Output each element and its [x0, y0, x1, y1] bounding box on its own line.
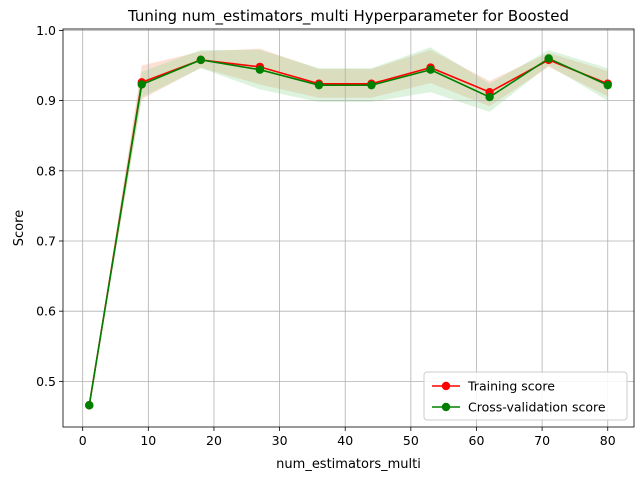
data-point-cross-validation: [196, 55, 206, 65]
grid-lines: [63, 29, 634, 427]
legend-label-cross-validation: Cross-validation score: [468, 400, 606, 415]
series-line-cross-validation: [88, 57, 609, 406]
x-tick-label: 60: [469, 433, 485, 448]
series-points: [85, 54, 612, 410]
data-point-cross-validation: [367, 80, 376, 90]
y-axis-label: Score: [12, 210, 27, 246]
y-tick-label: 0.6: [36, 304, 56, 319]
y-tick-label: 0.7: [36, 233, 56, 248]
data-point-cross-validation: [85, 401, 94, 410]
x-tick-label: 0: [79, 433, 87, 448]
y-tick-label: 0.5: [36, 374, 56, 389]
legend-marker-cross-validation: [441, 402, 451, 412]
data-point-cross-validation: [485, 92, 494, 102]
x-axis-label: num_estimators_multi: [276, 457, 421, 472]
data-point-cross-validation: [426, 65, 435, 74]
legend-box: [423, 371, 628, 421]
legend-label-training: Training score: [467, 379, 555, 394]
x-tick-label: 40: [337, 433, 353, 448]
x-tick-label: 80: [600, 433, 616, 448]
data-point-cross-validation: [544, 54, 553, 63]
x-tick-label: 50: [403, 433, 419, 448]
data-point-cross-validation: [137, 80, 146, 89]
series-line-training: [88, 59, 609, 406]
y-tick-label: 0.9: [36, 93, 56, 108]
series-lines: [88, 57, 609, 406]
confidence-band-training: [89, 48, 608, 406]
data-point-cross-validation: [255, 65, 265, 74]
y-tick-label: 0.8: [36, 163, 56, 178]
legend-marker-training: [441, 381, 451, 391]
x-tick-label: 30: [272, 433, 288, 448]
plot-frame: [62, 28, 635, 428]
legend: Training score Cross-validation score: [423, 371, 628, 421]
x-tick-label: 20: [206, 433, 222, 448]
data-point-cross-validation: [603, 80, 612, 90]
x-tick-label: 70: [534, 433, 550, 448]
chart-title: Tuning num_estimators_multi Hyperparamet…: [127, 7, 569, 26]
x-tick-label: 10: [140, 433, 156, 448]
x-axis-ticks: 0 10 20 30 40 50 60 70 80: [79, 427, 616, 448]
y-tick-label: 1.0: [36, 23, 56, 38]
data-point-cross-validation: [314, 80, 324, 90]
y-axis-ticks: 0.5 0.6 0.7 0.8 0.9 1.0: [36, 23, 63, 389]
